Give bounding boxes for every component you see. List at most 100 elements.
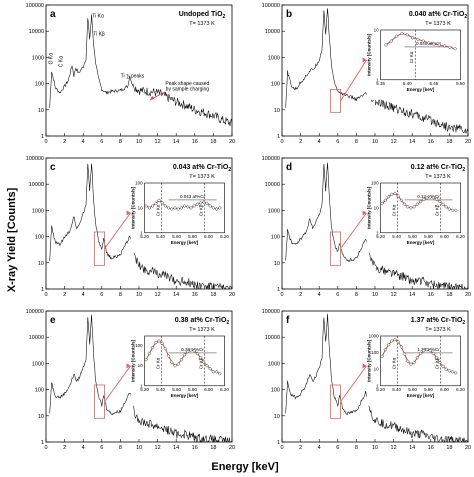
panel-letter: b [286,9,292,20]
inset-x-tick-label: 6.20 [220,387,229,392]
data-point [173,363,177,368]
data-point [402,352,407,357]
data-point [144,204,149,208]
x-tick-label: 18 [446,139,452,145]
y-tick-label: 10000 [29,29,44,35]
data-point [192,204,197,208]
data-point [450,369,455,374]
x-tick-label: 0 [280,445,283,451]
x-tick-label: 10 [136,292,142,298]
data-point [431,351,436,356]
data-point [453,370,458,375]
data-point [214,207,219,211]
y-tick-label: 10 [274,414,280,420]
inset-x-tick-label: 5.40 [156,234,165,239]
peak-label: Cr Kβ [199,204,204,216]
y-tick-label: 10 [38,108,44,114]
inset-y-label: Intensity [Counts/s] [131,186,136,229]
data-point [185,204,190,209]
data-point [163,346,168,351]
x-tick-label: 12 [391,292,397,298]
data-point [208,366,213,371]
inset-x-label: Energy [keV] [407,393,435,398]
inset-y-label: Intensity [Counts/s] [367,186,372,229]
x-tick-label: 12 [155,292,161,298]
inset-frame [144,335,225,387]
x-tick-label: 20 [229,445,235,451]
inset-x-tick-label: 6.20 [220,234,229,239]
data-point [447,207,452,211]
x-tick-label: 2 [299,292,302,298]
inset-x-tick-label: 5.50 [456,81,465,86]
y-tick-label: 10000 [265,29,280,35]
x-tick-label: 20 [465,445,471,451]
x-tick-label: 16 [428,139,434,145]
panel-title-subscript: 2 [462,320,465,326]
x-tick-label: 2 [299,445,302,451]
data-point [389,192,394,197]
peak-label: Cr Kβ [435,204,440,216]
inset-y-tick-label: 1000 [369,334,380,339]
zoom-arrowhead [362,57,367,63]
inset-y-label: Intensity [Counts/s] [367,33,372,76]
x-tick-label: 8 [119,445,122,451]
y-tick-label: 1 [277,440,280,446]
y-tick-label: 10 [38,414,44,420]
inset-x-tick-label: 5.60 [408,387,417,392]
panel-temperature: T= 1373 K [189,174,215,180]
data-point [217,206,222,210]
panel-temperature: T= 1373 K [189,21,215,27]
panel-title: Undoped TiO2 [179,11,226,20]
x-tick-label: 16 [192,292,198,298]
data-point [214,369,219,374]
inset-frame [380,29,461,81]
data-point [147,206,152,210]
inset-x-label: Energy [keV] [171,240,199,245]
data-point [405,204,410,209]
data-point [386,342,391,347]
data-point [421,348,426,353]
inset-x-label: Energy [keV] [407,87,435,92]
concentration-label: 1.37 at%Cr [417,347,440,352]
inset-x-tick-label: 6.00 [440,234,449,239]
x-tick-label: 6 [336,445,339,451]
data-point [217,371,222,376]
y-tick-label: 10000 [29,335,44,341]
data-point [444,367,449,372]
x-tick-label: 10 [372,292,378,298]
concentration-label: 0.043 at%Cr [180,194,206,199]
data-point [412,204,417,209]
data-point [412,360,417,365]
data-point [448,45,452,50]
data-point [198,355,203,360]
panel-temperature: T= 1373 K [189,327,215,333]
inset-x-tick-label: 6.20 [456,234,465,239]
x-tick-label: 10 [136,445,142,451]
data-point [380,354,385,359]
y-tick-label: 10 [274,261,280,267]
peak-label: Cr Kα [155,357,160,369]
y-tick-label: 100 [271,388,280,394]
x-tick-label: 2 [299,139,302,145]
inset-x-tick-label: 5.80 [424,387,433,392]
x-tick-label: 8 [119,139,122,145]
data-point [393,191,397,196]
panel-letter: f [286,315,290,326]
data-point [205,363,209,368]
peak-label: Cr Kα [391,204,396,216]
data-point [150,204,155,208]
inset-background [130,179,229,253]
x-tick-label: 14 [173,139,179,145]
x-tick-label: 16 [192,445,198,451]
annotation: O Kα [49,53,55,65]
panel-letter: c [50,162,56,173]
panel-temperature: T= 1373 K [425,327,451,333]
data-point [166,354,171,358]
inset-x-tick-label: 6.00 [440,387,449,392]
peak-label: Cr Kα [391,357,396,369]
data-point [150,345,155,350]
inset-x-tick-label: 5.20 [376,234,385,239]
panel-title-subscript: 2 [226,320,229,326]
